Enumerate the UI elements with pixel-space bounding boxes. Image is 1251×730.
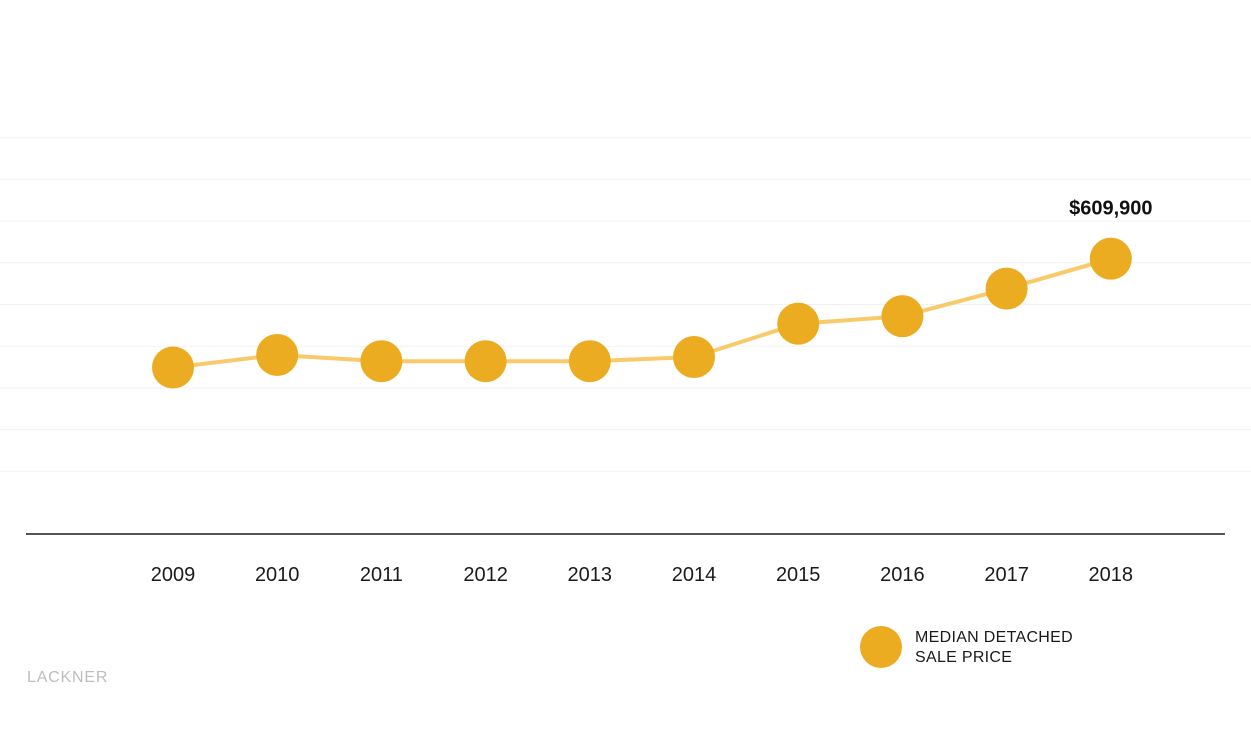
x-tick-label-2016: 2016 <box>880 564 925 586</box>
x-tick-label-2014: 2014 <box>672 564 717 586</box>
data-point-2011 <box>360 340 403 383</box>
x-tick-label-2012: 2012 <box>463 564 508 586</box>
series-line-median-detached-sale-price <box>171 256 1113 370</box>
x-tick-label-2010: 2010 <box>255 564 300 586</box>
x-tick-label-2017: 2017 <box>984 564 1029 586</box>
data-point-2018 <box>1089 237 1132 280</box>
data-points <box>152 237 1132 389</box>
x-tick-label-2011: 2011 <box>360 564 403 586</box>
legend-label: MEDIAN DETACHED SALE PRICE <box>915 628 1175 668</box>
data-label-2018: $609,900 <box>1069 198 1152 220</box>
data-point-2015 <box>777 302 820 345</box>
x-tick-label-2009: 2009 <box>151 564 196 586</box>
x-tick-labels: 2009 2010 2011 2012 2013 2014 2015 2016 2017 2018 <box>151 564 1133 586</box>
legend-label-line-2: SALE PRICE <box>915 649 1013 666</box>
data-point-2010 <box>256 333 299 376</box>
x-tick-label-2018: 2018 <box>1089 564 1134 586</box>
x-tick-label-2015: 2015 <box>776 564 821 586</box>
legend: MEDIAN DETACHED SALE PRICE <box>860 626 1190 670</box>
legend-label-line-1: MEDIAN DETACHED <box>915 629 1073 646</box>
data-point-2012 <box>464 340 507 383</box>
x-tick-label-2013: 2013 <box>568 564 613 586</box>
data-point-2009 <box>152 346 194 389</box>
data-point-2017 <box>985 267 1028 310</box>
gridlines <box>0 137 1251 472</box>
data-point-2014 <box>673 336 715 379</box>
legend-swatch <box>860 626 902 668</box>
data-point-2016 <box>881 295 924 338</box>
brand-watermark: LACKNER <box>27 669 109 686</box>
data-point-2013 <box>568 340 611 383</box>
data-labels: $609,900 <box>1069 198 1152 220</box>
